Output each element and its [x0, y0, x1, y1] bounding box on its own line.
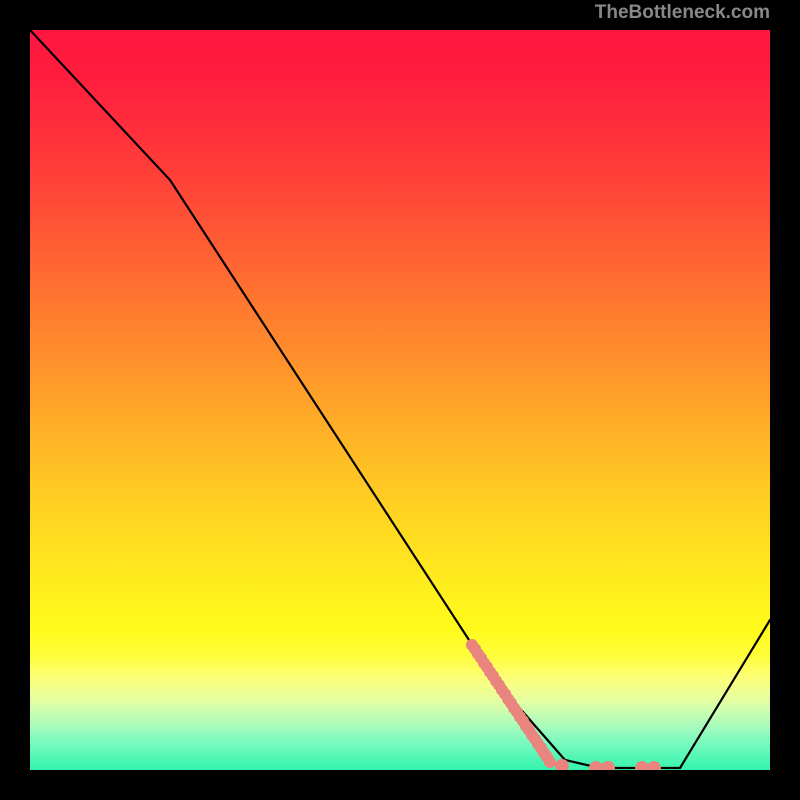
curve-line [30, 30, 770, 768]
data-marker [647, 761, 661, 770]
data-marker [589, 761, 603, 770]
marker-group [466, 639, 661, 770]
data-marker [544, 756, 556, 768]
watermark-text: TheBottleneck.com [595, 2, 770, 24]
data-marker [635, 761, 649, 770]
line-layer [30, 30, 770, 770]
data-marker [601, 761, 615, 770]
plot-area [30, 30, 770, 770]
